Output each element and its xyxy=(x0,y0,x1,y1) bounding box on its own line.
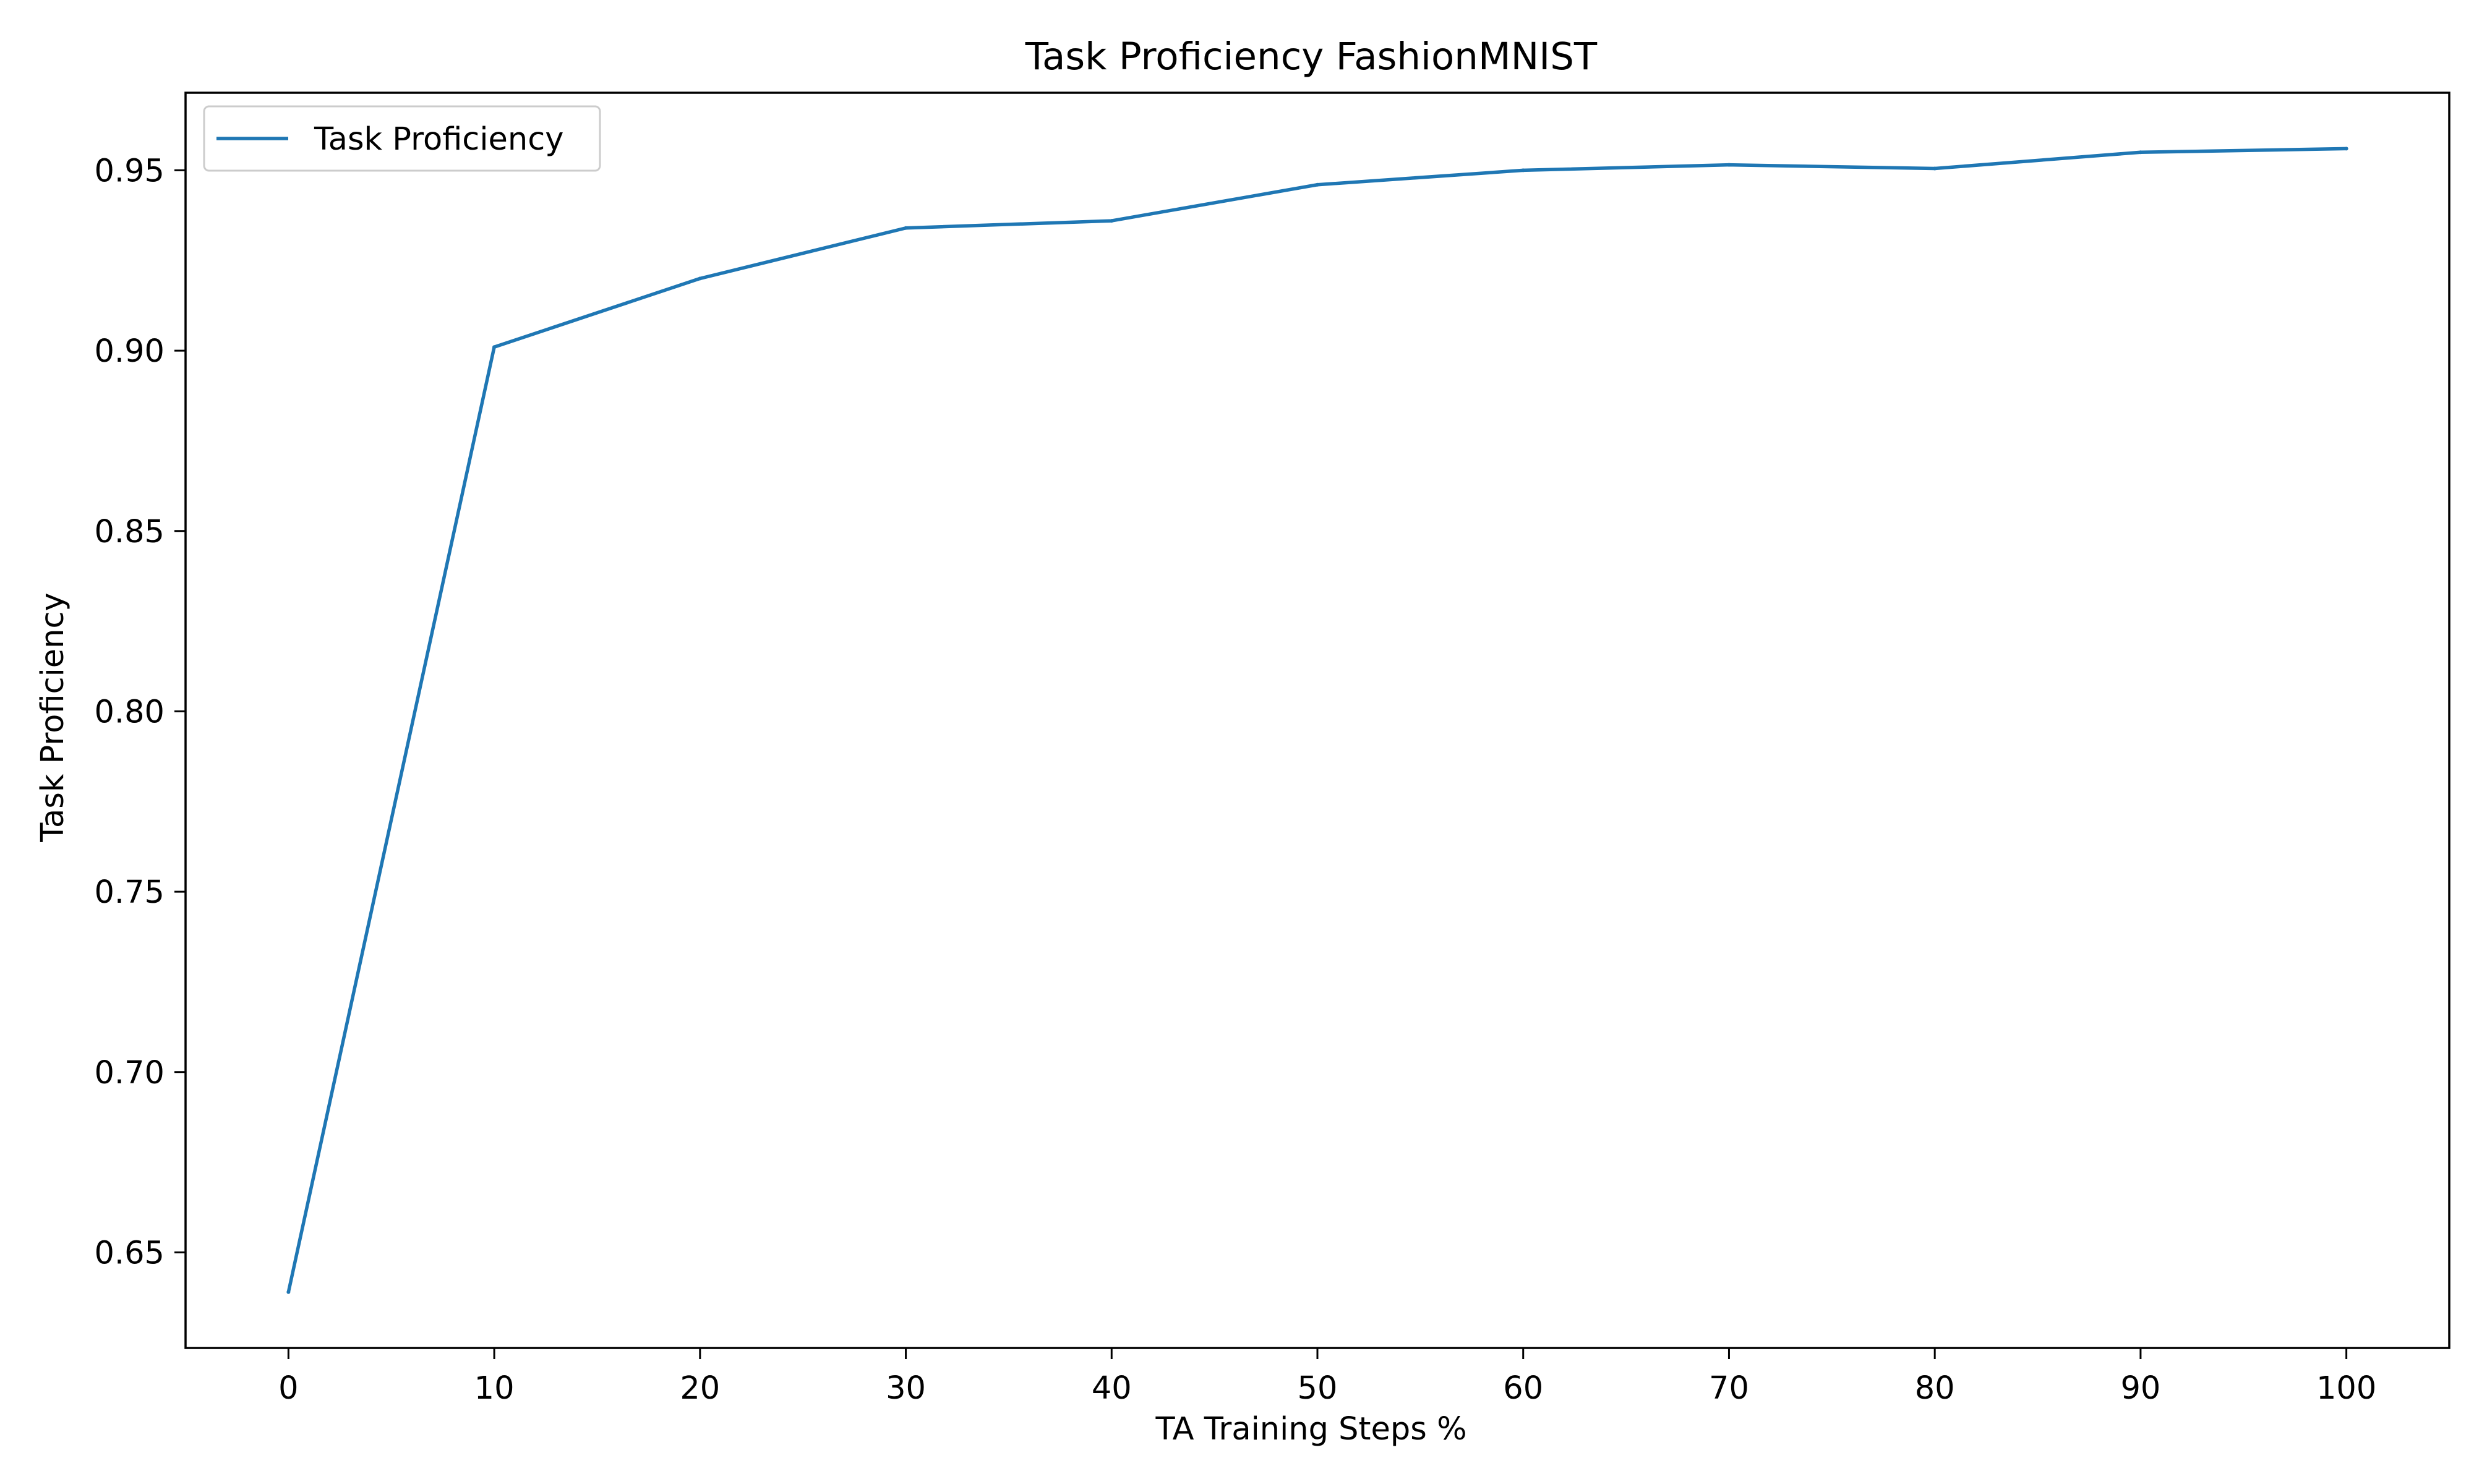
legend: Task Proficiency xyxy=(203,105,601,172)
x-tick-label: 20 xyxy=(680,1370,720,1407)
y-tick-label: 0.95 xyxy=(94,153,165,189)
series-layer xyxy=(286,147,2348,1294)
x-tick-label: 80 xyxy=(1915,1370,1955,1407)
x-tick-label: 90 xyxy=(2120,1370,2160,1407)
y-axis-label: Task Proficiency xyxy=(35,592,71,842)
y-tick-label: 0.75 xyxy=(94,874,165,911)
x-tick-label: 10 xyxy=(474,1370,515,1407)
data-point xyxy=(286,1290,291,1294)
x-axis-ticks: 0 10 20 30 40 50 60 70 80 90 100 xyxy=(278,1348,2376,1407)
x-tick-label: 70 xyxy=(1709,1370,1749,1407)
y-axis-ticks: 0.65 0.70 0.75 0.80 0.85 0.90 0.95 xyxy=(94,153,186,1271)
data-point xyxy=(1521,168,1525,173)
y-tick-label: 0.85 xyxy=(94,514,165,550)
y-tick-label: 0.65 xyxy=(94,1235,165,1271)
data-point xyxy=(2344,147,2348,151)
y-tick-label: 0.90 xyxy=(94,333,165,370)
x-tick-label: 100 xyxy=(2316,1370,2376,1407)
x-tick-label: 40 xyxy=(1092,1370,1132,1407)
x-tick-label: 50 xyxy=(1298,1370,1338,1407)
chart-title: Task Proficiency FashionMNIST xyxy=(1025,35,1598,79)
x-tick-label: 30 xyxy=(886,1370,926,1407)
data-point xyxy=(904,226,908,230)
legend-label: Task Proficiency xyxy=(314,121,563,158)
data-point xyxy=(1316,182,1319,187)
legend-box xyxy=(203,105,601,172)
x-tick-label: 0 xyxy=(278,1370,298,1407)
data-point xyxy=(2138,150,2142,155)
plot-area: 0 10 20 30 40 50 60 70 80 90 100 0.650.700.750.800… xyxy=(94,92,2450,1407)
data-point xyxy=(492,345,497,349)
data-point xyxy=(1933,166,1937,171)
y-tick-label: 0.70 xyxy=(94,1055,165,1091)
data-point xyxy=(1110,219,1114,223)
x-axis-label: TA Training Steps % xyxy=(1155,1411,1466,1448)
data-point xyxy=(698,276,702,281)
x-tick-label: 60 xyxy=(1503,1370,1543,1407)
data-point xyxy=(1727,163,1731,167)
y-tick-label: 0.80 xyxy=(94,694,165,730)
